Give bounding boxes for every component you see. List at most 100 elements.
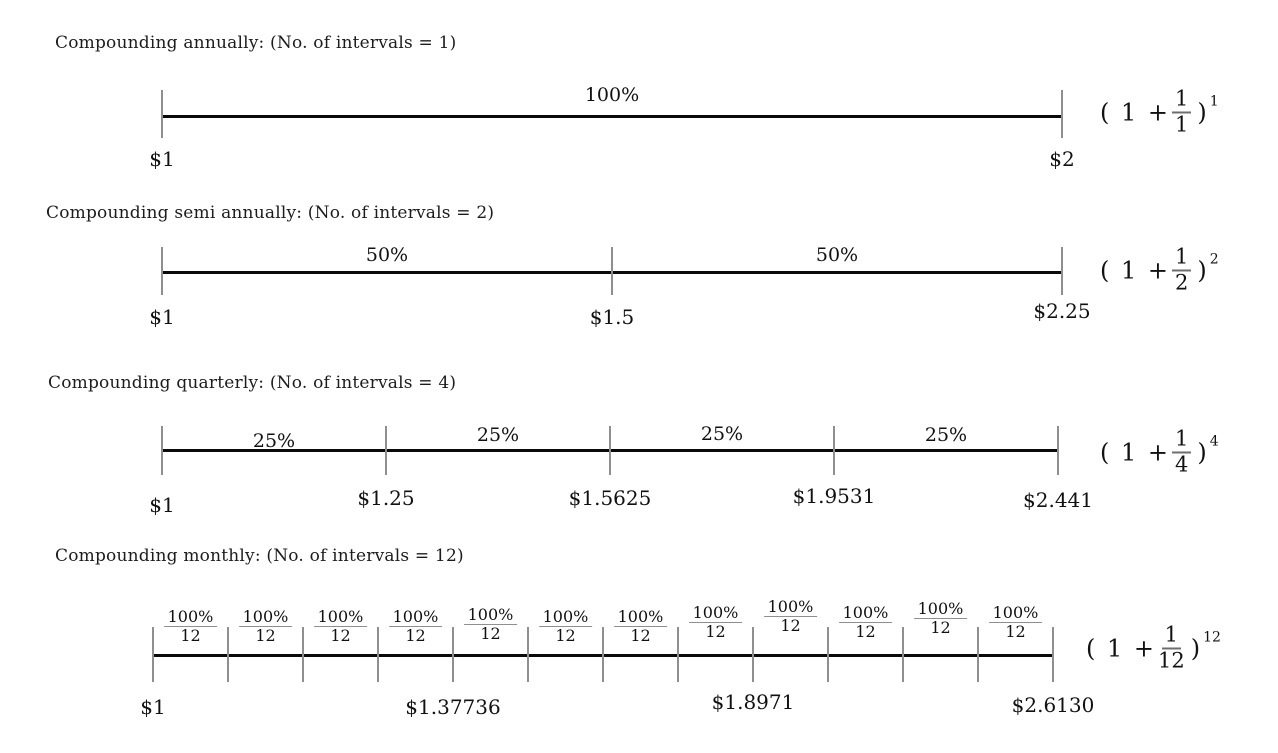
formula-numerator: 1	[1172, 87, 1192, 113]
segment-label: 100% 12	[163, 607, 218, 646]
segment-label: 100% 12	[988, 603, 1043, 642]
formula-exponent: 12	[1203, 629, 1221, 645]
formula-numerator: 1	[1172, 245, 1192, 271]
tick-mark	[161, 90, 163, 138]
rate-fraction: 100% 12	[538, 607, 593, 646]
tick-mark	[227, 627, 229, 682]
segment-label: 100% 12	[238, 607, 293, 646]
formula-prefix: ( 1 +	[1100, 438, 1170, 466]
rate-fraction-numerator: 100%	[463, 605, 518, 626]
rate-fraction-denominator: 12	[1005, 622, 1026, 642]
rate-fraction: 100% 12	[613, 607, 668, 646]
compound-formula: ( 1 +1 1) 1	[1100, 87, 1219, 136]
number-line	[162, 115, 1062, 118]
rate-fraction: 100% 12	[163, 607, 218, 646]
dollar-label: $2.6130	[1011, 693, 1095, 717]
section-title: Compounding annually: (No. of intervals …	[55, 33, 457, 53]
tick-mark	[827, 627, 829, 682]
section-title: Compounding quarterly: (No. of intervals…	[48, 373, 457, 393]
formula-fraction: 1 12	[1158, 623, 1185, 672]
rate-fraction-numerator: 100%	[313, 607, 368, 628]
rate-fraction: 100% 12	[238, 607, 293, 646]
segment-label: 25%	[924, 424, 968, 446]
rate-fraction: 100% 12	[913, 599, 968, 638]
tick-mark	[161, 247, 163, 295]
segment-label: 100% 12	[388, 607, 443, 646]
rate-fraction-numerator: 100%	[913, 599, 968, 620]
formula-exponent: 4	[1209, 433, 1219, 449]
segment-label: 100% 12	[838, 603, 893, 642]
rate-fraction: 100% 12	[313, 607, 368, 646]
formula-denominator: 4	[1175, 452, 1189, 476]
segment-label: 25%	[700, 423, 744, 445]
section-title: Compounding semi annually: (No. of inter…	[46, 203, 495, 223]
formula-numerator: 1	[1172, 427, 1192, 453]
segment-label: 100%	[584, 84, 640, 106]
formula-denominator: 12	[1158, 648, 1185, 672]
tick-mark	[527, 627, 529, 682]
tick-mark	[161, 426, 163, 475]
segment-label: 100% 12	[688, 603, 743, 642]
rate-fraction-numerator: 100%	[163, 607, 218, 628]
tick-mark	[1061, 247, 1063, 295]
rate-fraction-numerator: 100%	[538, 607, 593, 628]
compound-formula: ( 1 +1 4) 4	[1100, 427, 1219, 476]
formula-denominator: 1	[1175, 112, 1189, 136]
rate-fraction: 100% 12	[763, 597, 818, 636]
tick-mark	[152, 627, 154, 682]
dollar-label: $1	[140, 695, 166, 719]
formula-close-paren: )	[1197, 98, 1208, 126]
segment-label: 100% 12	[913, 599, 968, 638]
segment-label: 50%	[815, 244, 859, 266]
formula-prefix: ( 1 +	[1100, 256, 1170, 284]
dollar-label: $1	[149, 305, 175, 329]
tick-mark	[752, 627, 754, 682]
segment-label: 50%	[365, 244, 409, 266]
dollar-label: $1.5	[589, 305, 635, 329]
rate-fraction: 100% 12	[838, 603, 893, 642]
segment-label: 100% 12	[463, 605, 518, 644]
dollar-label: $1.5625	[568, 486, 652, 510]
formula-exponent: 1	[1209, 93, 1219, 109]
dollar-label: $2.441	[1023, 488, 1093, 512]
dollar-label: $1.37736	[405, 695, 501, 719]
tick-mark	[302, 627, 304, 682]
rate-fraction-numerator: 100%	[388, 607, 443, 628]
formula-numerator: 1	[1161, 623, 1182, 649]
rate-fraction-denominator: 12	[780, 616, 801, 636]
tick-mark	[609, 426, 611, 475]
tick-mark	[1057, 426, 1059, 475]
formula-denominator: 2	[1175, 270, 1189, 294]
tick-mark	[977, 627, 979, 682]
rate-fraction-denominator: 12	[630, 626, 651, 646]
segment-label: 100% 12	[763, 597, 818, 636]
dollar-label: $1	[149, 147, 175, 171]
rate-fraction-denominator: 12	[855, 622, 876, 642]
rate-fraction: 100% 12	[688, 603, 743, 642]
tick-mark	[385, 426, 387, 475]
rate-fraction-numerator: 100%	[238, 607, 293, 628]
tick-mark	[611, 247, 613, 295]
segment-label: 100% 12	[538, 607, 593, 646]
formula-close-paren: )	[1197, 256, 1208, 284]
rate-fraction-denominator: 12	[930, 618, 951, 638]
segment-label: 25%	[252, 430, 296, 452]
compound-formula: ( 1 +1 2) 2	[1100, 245, 1219, 294]
dollar-label: $1.25	[357, 486, 415, 510]
tick-mark	[902, 627, 904, 682]
rate-fraction-denominator: 12	[555, 626, 576, 646]
rate-fraction-numerator: 100%	[838, 603, 893, 624]
compound-formula: ( 1 +1 12) 12	[1086, 623, 1221, 672]
section-title: Compounding monthly: (No. of intervals =…	[55, 546, 464, 566]
rate-fraction-numerator: 100%	[763, 597, 818, 618]
rate-fraction-denominator: 12	[180, 626, 201, 646]
rate-fraction-numerator: 100%	[688, 603, 743, 624]
tick-mark	[602, 627, 604, 682]
tick-mark	[452, 627, 454, 682]
tick-mark	[833, 426, 835, 475]
rate-fraction-denominator: 12	[330, 626, 351, 646]
